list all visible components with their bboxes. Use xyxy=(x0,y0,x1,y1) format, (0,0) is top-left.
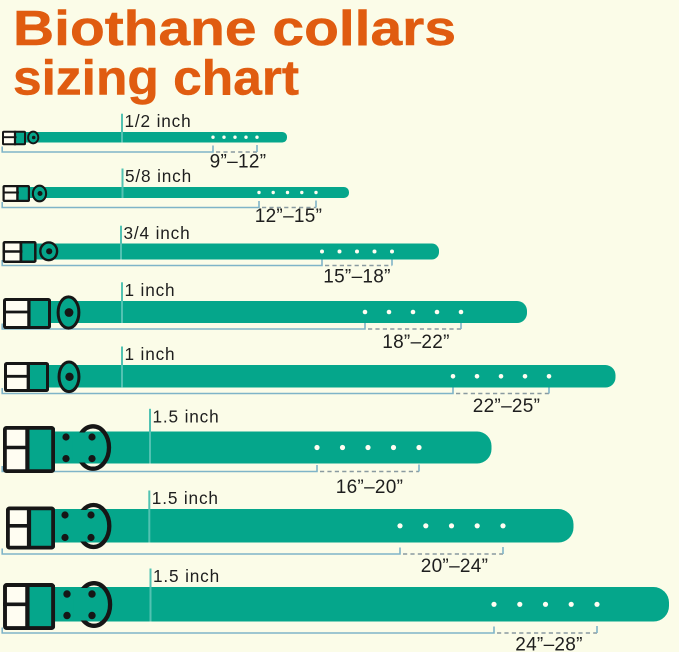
svg-text:1.5 inch: 1.5 inch xyxy=(152,488,219,508)
svg-text:1.5 inch: 1.5 inch xyxy=(153,406,220,426)
svg-text:5/8 inch: 5/8 inch xyxy=(125,166,192,186)
svg-text:1/2 inch: 1/2 inch xyxy=(125,111,192,131)
svg-text:22”–25”: 22”–25” xyxy=(473,396,541,417)
svg-text:Biothane collars: Biothane collars xyxy=(13,1,456,56)
svg-text:24”–28”: 24”–28” xyxy=(515,634,583,652)
svg-text:15”–18”: 15”–18” xyxy=(323,267,391,288)
svg-text:1 inch: 1 inch xyxy=(125,280,176,300)
svg-text:16”–20”: 16”–20” xyxy=(336,477,404,498)
svg-text:9”–12”: 9”–12” xyxy=(210,151,267,172)
svg-text:18”–22”: 18”–22” xyxy=(382,332,450,353)
svg-text:1 inch: 1 inch xyxy=(125,344,176,364)
svg-text:sizing chart: sizing chart xyxy=(13,51,299,106)
svg-text:1.5 inch: 1.5 inch xyxy=(153,566,220,586)
svg-text:20”–24”: 20”–24” xyxy=(421,556,489,577)
svg-text:12”–15”: 12”–15” xyxy=(255,206,323,227)
svg-text:3/4 inch: 3/4 inch xyxy=(124,223,191,243)
